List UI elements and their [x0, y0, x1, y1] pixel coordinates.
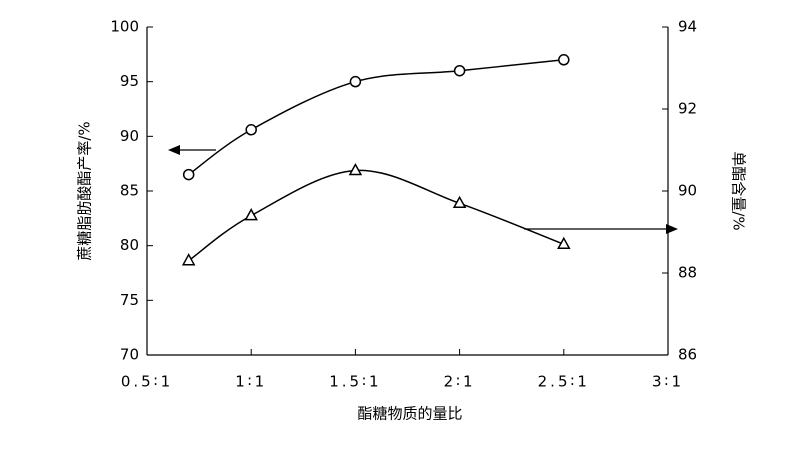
circle-marker	[453, 64, 466, 77]
y2-tick-label: 92	[678, 100, 697, 118]
y-tick-label: 75	[120, 291, 139, 309]
triangle-marker	[452, 195, 467, 209]
circle-marker	[558, 54, 570, 66]
circle-marker	[245, 124, 257, 136]
y-tick-label: 100	[110, 18, 139, 36]
y-tick-label: 90	[120, 127, 139, 145]
x-tick-label: 2.5∶1	[538, 373, 590, 391]
y2-tick-label: 88	[678, 264, 697, 282]
y-tick-label: 70	[120, 346, 139, 364]
left-arrow	[168, 145, 216, 155]
triangle-marker	[348, 162, 363, 176]
x-tick-label: 2∶1	[444, 373, 476, 391]
y2-axis-label: 单酯含量/%	[730, 151, 748, 230]
y-tick-label: 85	[120, 182, 139, 200]
right-arrow	[524, 224, 678, 234]
circle-marker	[349, 75, 362, 88]
x-tick-label: 1∶1	[235, 373, 267, 391]
x-axis-label: 酯糖物质的量比	[357, 405, 462, 423]
series-line	[188, 169, 565, 262]
x-tick-label: 3∶1	[652, 373, 684, 391]
y-axis-label: 蔗糖脂肪酸酯产率/%	[76, 121, 94, 260]
triangle-marker	[244, 208, 258, 221]
series-line	[188, 59, 564, 176]
y-tick-label: 80	[120, 236, 139, 254]
circle-marker	[182, 168, 195, 181]
triangle-marker	[557, 236, 571, 250]
y2-tick-label: 94	[678, 18, 697, 36]
y-tick-label: 95	[120, 72, 139, 90]
y2-tick-label: 86	[678, 346, 697, 364]
triangle-marker	[181, 253, 196, 266]
x-tick-label: 0.5∶1	[121, 373, 173, 391]
y2-tick-label: 90	[678, 182, 697, 200]
x-tick-label: 1.5∶1	[329, 373, 381, 391]
